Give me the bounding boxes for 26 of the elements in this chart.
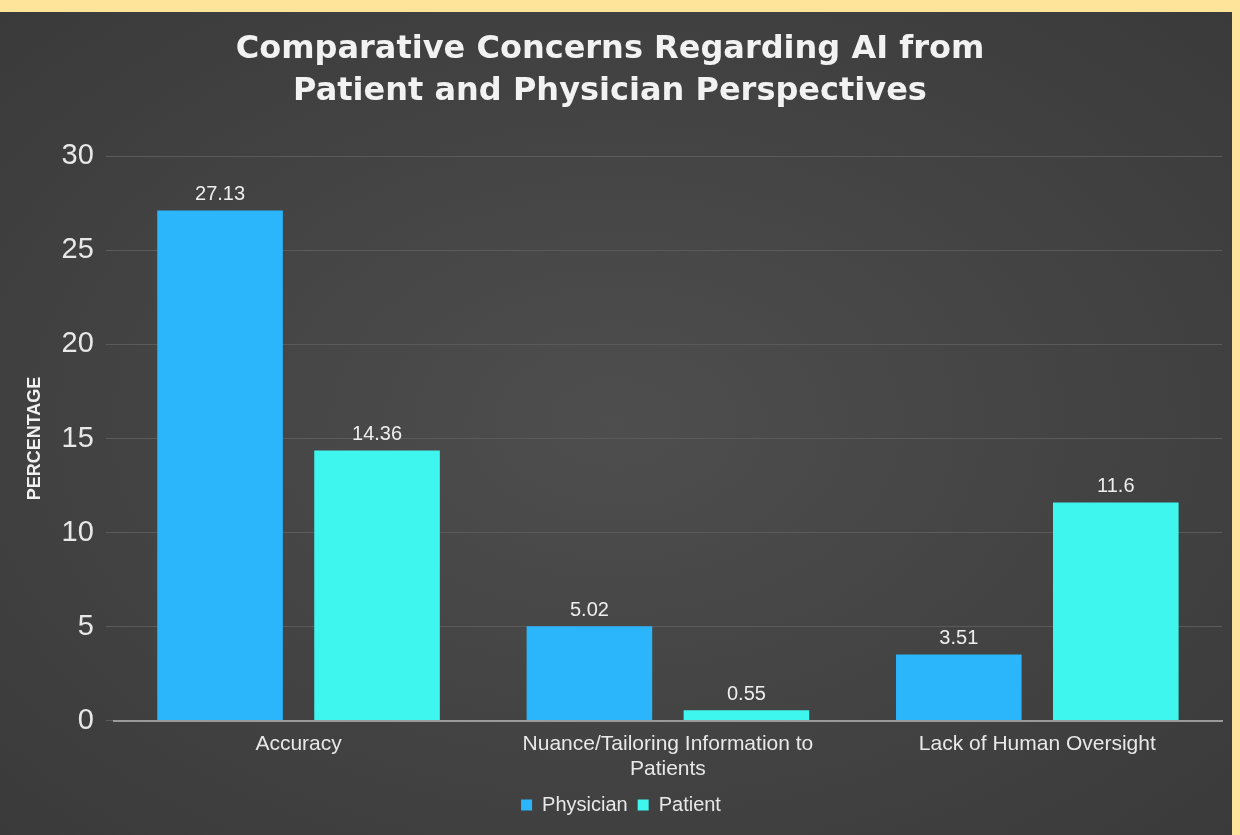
y-tick-label: 10 <box>61 514 94 547</box>
y-tick-label: 0 <box>77 702 94 735</box>
chart-title: Comparative Concerns Regarding AI from Patient and Physician Perspectives <box>234 27 986 110</box>
data-label: 0.55 <box>726 681 766 704</box>
bar <box>157 210 283 721</box>
x-tick-label: Nuance/Tailoring Information to Patients <box>522 731 814 780</box>
y-tick-label: 30 <box>61 138 94 171</box>
data-label: 11.6 <box>1097 473 1135 496</box>
bar <box>896 654 1022 721</box>
y-tick-label: 25 <box>61 232 94 265</box>
y-axis-title: PERCENTAGE <box>23 376 44 501</box>
legend-label: Physician <box>542 792 628 815</box>
bar <box>683 710 810 721</box>
y-tick-label: 15 <box>61 420 94 453</box>
y-tick-label: 20 <box>61 326 94 359</box>
x-tick-label: Lack of Human Oversight <box>918 731 1156 754</box>
data-label: 5.02 <box>569 597 609 620</box>
bar <box>526 626 653 721</box>
x-tick-label: Accuracy <box>255 731 343 754</box>
data-label: 14.36 <box>352 422 403 445</box>
y-tick-label: 5 <box>77 608 94 641</box>
bar <box>314 450 440 721</box>
bar <box>1053 502 1179 721</box>
data-label: 3.51 <box>939 626 979 649</box>
legend-label: Patient <box>658 792 722 815</box>
data-label: 27.13 <box>195 181 246 204</box>
